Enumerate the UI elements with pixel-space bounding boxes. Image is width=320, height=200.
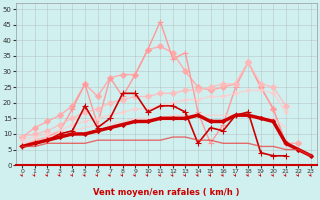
X-axis label: Vent moyen/en rafales ( km/h ): Vent moyen/en rafales ( km/h )	[93, 188, 240, 197]
